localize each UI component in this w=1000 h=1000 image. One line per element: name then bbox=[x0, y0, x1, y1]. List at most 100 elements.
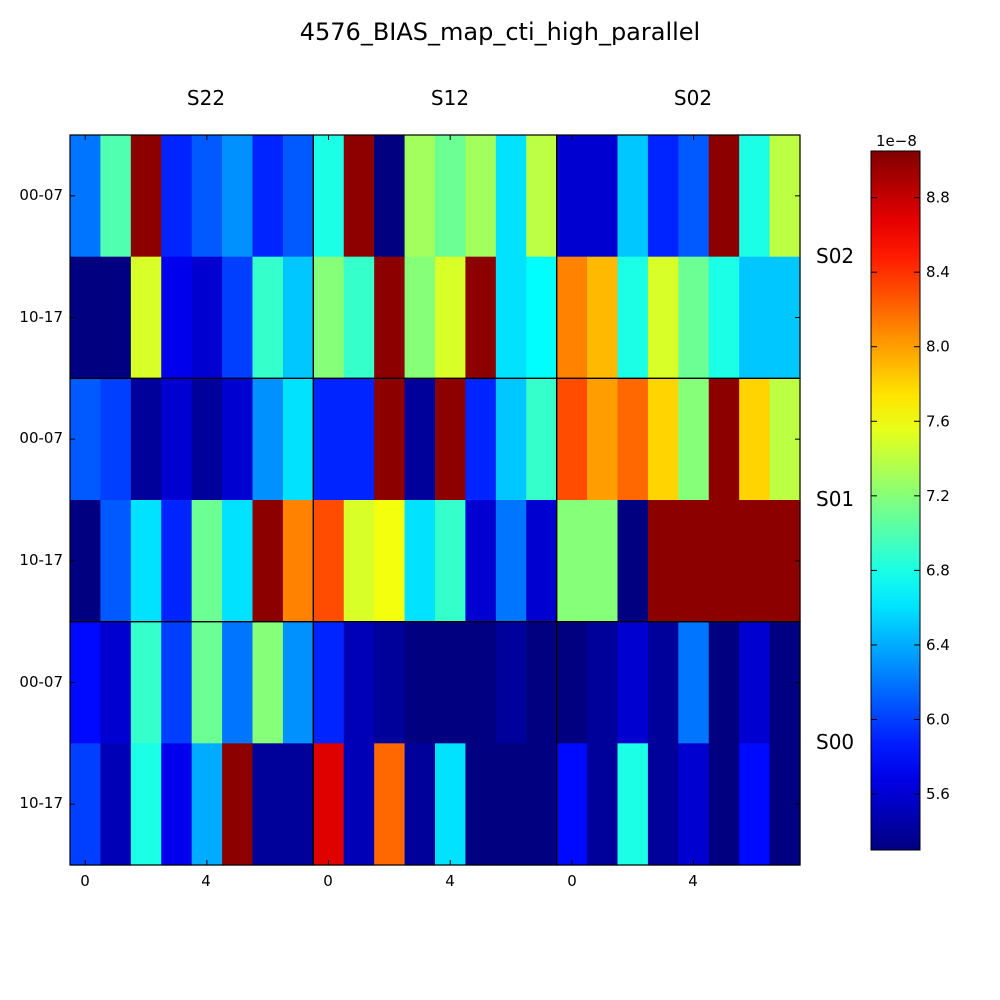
heatmap-cell bbox=[100, 135, 132, 258]
heatmap-cell bbox=[526, 256, 558, 379]
heatmap-cell bbox=[161, 135, 193, 258]
heatmap-cell bbox=[647, 256, 679, 379]
heatmap-cell bbox=[647, 743, 679, 866]
heatmap-cell bbox=[739, 621, 771, 744]
x-tick-label: 0 bbox=[80, 872, 90, 890]
heatmap-cell bbox=[100, 621, 132, 744]
heatmap-cell bbox=[678, 135, 710, 258]
heatmap-cell bbox=[343, 135, 375, 258]
heatmap-cell bbox=[647, 378, 679, 501]
heatmap-cell bbox=[313, 743, 345, 866]
heatmap-cell bbox=[587, 135, 619, 258]
heatmap-cell bbox=[404, 743, 436, 866]
row-labels: 00-07 10-17 00-07 10-17 00-07 10-17 bbox=[19, 186, 63, 812]
row-group-label-s01: S01 bbox=[816, 487, 854, 511]
heatmap-cell bbox=[495, 500, 527, 623]
column-group-label-s12: S12 bbox=[431, 86, 469, 110]
column-group-label-s22: S22 bbox=[187, 86, 225, 110]
heatmap-cell bbox=[313, 256, 345, 379]
heatmap-cell bbox=[282, 621, 314, 744]
heatmap-cell bbox=[556, 621, 588, 744]
heatmap-cell bbox=[161, 500, 193, 623]
row-label: 10-17 bbox=[19, 308, 63, 326]
colorbar-tick-label: 8.0 bbox=[926, 338, 950, 356]
heatmap-cell bbox=[617, 500, 649, 623]
colorbar: 1e−8 5.6 6.0 6.4 6.8 7.2 7.6 8.0 8.4 8.8 bbox=[870, 132, 950, 851]
heatmap-cell bbox=[495, 743, 527, 866]
x-tick-label: 4 bbox=[201, 872, 211, 890]
heatmap-cell bbox=[465, 500, 497, 623]
heatmap-cell bbox=[191, 743, 223, 866]
heatmap-cell bbox=[222, 256, 254, 379]
heatmap-cell bbox=[526, 500, 558, 623]
heatmap-cell bbox=[130, 500, 162, 623]
heatmap-cell bbox=[222, 621, 254, 744]
heatmap-cell bbox=[495, 621, 527, 744]
heatmap-cell bbox=[282, 378, 314, 501]
heatmap-cell bbox=[526, 378, 558, 501]
heatmap-cell bbox=[343, 743, 375, 866]
heatmap-cell bbox=[526, 135, 558, 258]
heatmap-cell bbox=[282, 135, 314, 258]
row-label: 00-07 bbox=[19, 673, 63, 691]
heatmap-cell bbox=[252, 500, 284, 623]
heatmap-cell bbox=[161, 743, 193, 866]
colorbar-offset-label: 1e−8 bbox=[876, 132, 917, 150]
heatmap-cell bbox=[252, 378, 284, 501]
heatmap-cell bbox=[343, 621, 375, 744]
heatmap-cell bbox=[739, 135, 771, 258]
heatmap-cell bbox=[252, 621, 284, 744]
x-tick-label: 0 bbox=[567, 872, 577, 890]
heatmap-cell bbox=[313, 378, 345, 501]
heatmap-cell bbox=[739, 378, 771, 501]
heatmap-cell bbox=[70, 135, 102, 258]
heatmap-cell bbox=[526, 621, 558, 744]
heatmap-cell bbox=[313, 500, 345, 623]
column-group-label-s02: S02 bbox=[674, 86, 712, 110]
heatmap-cell bbox=[465, 135, 497, 258]
heatmap-cell bbox=[374, 378, 406, 501]
heatmap-cell bbox=[191, 378, 223, 501]
heatmap-cell bbox=[100, 256, 132, 379]
heatmap-cell bbox=[739, 743, 771, 866]
heatmap-cell bbox=[100, 378, 132, 501]
heatmap-cell bbox=[374, 621, 406, 744]
heatmap-cell bbox=[252, 135, 284, 258]
heatmap-cell bbox=[282, 743, 314, 866]
heatmap-cell bbox=[222, 378, 254, 501]
x-tick-label: 4 bbox=[688, 872, 698, 890]
colorbar-tick-label: 7.2 bbox=[926, 487, 950, 505]
heatmap-cell bbox=[70, 743, 102, 866]
heatmap-cell bbox=[678, 743, 710, 866]
heatmap-cell bbox=[70, 621, 102, 744]
colorbar-tick-label: 7.6 bbox=[926, 412, 950, 430]
heatmap-cell bbox=[647, 135, 679, 258]
heatmap-cell bbox=[435, 256, 467, 379]
heatmap-cell bbox=[465, 256, 497, 379]
chart-title: 4576_BIAS_map_cti_high_parallel bbox=[300, 18, 700, 46]
heatmap-cell bbox=[191, 135, 223, 258]
x-tick-label: 4 bbox=[445, 872, 455, 890]
heatmap-cell bbox=[556, 743, 588, 866]
row-group-label-s02: S02 bbox=[816, 244, 854, 268]
colorbar-tick-label: 5.6 bbox=[926, 785, 950, 803]
heatmap-cell bbox=[556, 135, 588, 258]
heatmap-cell bbox=[100, 500, 132, 623]
heatmap-cell bbox=[647, 500, 679, 623]
heatmap-cell bbox=[130, 256, 162, 379]
heatmap-cell bbox=[404, 256, 436, 379]
row-label: 10-17 bbox=[19, 794, 63, 812]
heatmap-cell bbox=[708, 621, 740, 744]
heatmap-cell bbox=[222, 135, 254, 258]
heatmap-cell bbox=[465, 743, 497, 866]
heatmap-cell bbox=[617, 378, 649, 501]
heatmap-cell bbox=[617, 621, 649, 744]
heatmap-cell bbox=[587, 621, 619, 744]
heatmap-cell bbox=[678, 621, 710, 744]
heatmap-cell bbox=[647, 621, 679, 744]
heatmap-cell bbox=[130, 378, 162, 501]
heatmap-cell bbox=[161, 256, 193, 379]
heatmap-cell bbox=[435, 378, 467, 501]
x-tick-labels: 0 4 0 4 0 4 bbox=[80, 872, 698, 890]
heatmap-cell bbox=[708, 378, 740, 501]
